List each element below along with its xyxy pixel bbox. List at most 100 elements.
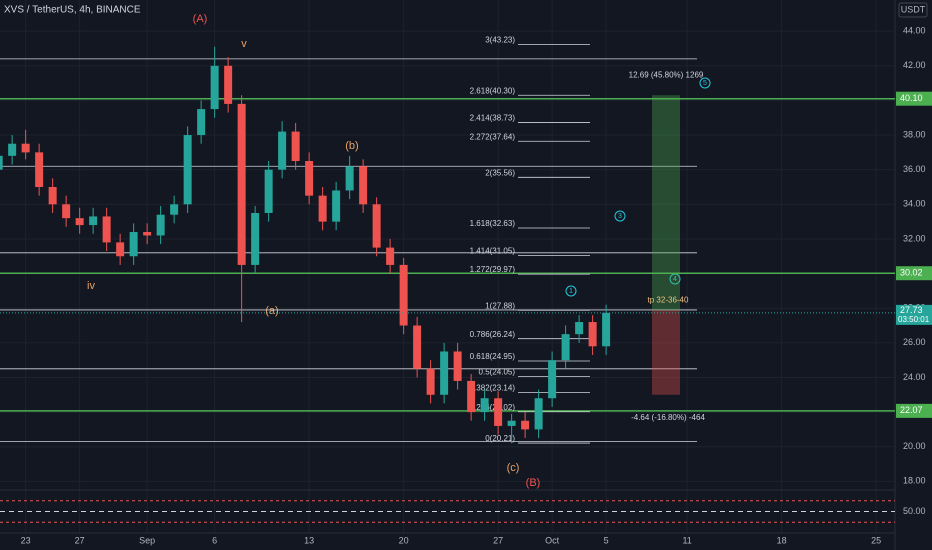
x-tick-label: 27 bbox=[493, 535, 503, 545]
fib-label: 2.272(37.64) bbox=[470, 132, 516, 141]
candle-body bbox=[170, 204, 179, 215]
currency-box bbox=[898, 2, 928, 18]
countdown: 03:50:01 bbox=[898, 315, 930, 324]
candle-body bbox=[372, 204, 381, 248]
fib-label: 1.272(29.97) bbox=[470, 265, 516, 274]
candle-body bbox=[413, 325, 422, 369]
candle-body bbox=[548, 360, 557, 399]
chart-title: XVS / TetherUS, 4h, BINANCE bbox=[4, 5, 141, 16]
candle-body bbox=[494, 398, 503, 426]
price-tag bbox=[896, 91, 932, 106]
candle-body bbox=[480, 398, 489, 413]
wave-label: 3 bbox=[618, 213, 622, 220]
profit-zone bbox=[652, 95, 680, 311]
fib-label: 1.414(31.05) bbox=[470, 246, 516, 255]
candle-body bbox=[534, 398, 543, 430]
fib-label: 2.414(38.73) bbox=[470, 114, 516, 123]
fib-label: 0.786(26.24) bbox=[470, 330, 516, 339]
candle-body bbox=[386, 247, 395, 265]
y-tick-label: 38.00 bbox=[903, 129, 926, 139]
last-price-tag bbox=[896, 304, 932, 325]
x-tick-label: 5 bbox=[604, 535, 609, 545]
candle-body bbox=[561, 334, 570, 361]
candle-body bbox=[48, 186, 57, 205]
fib-label: 0.382(23.14) bbox=[470, 383, 516, 392]
wave-circle bbox=[699, 77, 711, 89]
y-tick-label: 42.00 bbox=[903, 60, 926, 70]
fib-label: 0(20.21) bbox=[485, 434, 515, 443]
candle-body bbox=[318, 195, 327, 222]
x-tick-label: 20 bbox=[399, 535, 409, 545]
fib-label: 0.618(24.95) bbox=[470, 352, 516, 361]
wave-circle bbox=[669, 273, 681, 285]
y-tick-label: 20.00 bbox=[903, 441, 926, 451]
x-tick-label: 11 bbox=[682, 535, 691, 545]
candle-body bbox=[602, 312, 611, 347]
wave-label: 1 bbox=[569, 288, 573, 295]
candle-body bbox=[399, 264, 408, 326]
fib-label: 2(35.56) bbox=[485, 168, 515, 177]
position-label: 12.69 (45.80%) 1269 bbox=[629, 70, 704, 79]
wave-label: v bbox=[241, 38, 247, 50]
candle-body bbox=[575, 322, 584, 335]
x-tick-label: Sep bbox=[139, 535, 155, 545]
candle-body bbox=[8, 143, 17, 156]
x-tick-label: 27 bbox=[75, 535, 85, 545]
x-tick-label: 13 bbox=[304, 535, 314, 545]
candle-body bbox=[588, 322, 597, 347]
y-tick-label: 44.00 bbox=[903, 26, 926, 36]
price-tag-label: 40.10 bbox=[900, 93, 923, 103]
loss-zone bbox=[652, 310, 680, 395]
candle-body bbox=[359, 166, 368, 205]
candle-body bbox=[156, 214, 165, 236]
candle-body bbox=[116, 242, 125, 257]
candle-body bbox=[224, 65, 233, 104]
candle-body bbox=[345, 166, 354, 191]
fib-label: 1.618(32.63) bbox=[470, 219, 516, 228]
price-tag-label: 30.02 bbox=[900, 268, 923, 278]
candle-body bbox=[467, 380, 476, 413]
candle-body bbox=[440, 351, 449, 395]
candle-body bbox=[210, 65, 219, 110]
candle-body bbox=[453, 351, 462, 381]
osc-tick-label: 50.00 bbox=[903, 506, 926, 516]
candle-body bbox=[129, 232, 138, 257]
x-tick-label: 25 bbox=[871, 535, 881, 545]
x-tick-label: 18 bbox=[777, 535, 787, 545]
fib-label: 2.618(40.30) bbox=[470, 86, 516, 95]
candle-body bbox=[521, 420, 530, 430]
candle-body bbox=[507, 420, 516, 426]
candle-body bbox=[183, 135, 192, 205]
price-tag bbox=[896, 266, 932, 281]
x-tick-label: Oct bbox=[545, 535, 560, 545]
candle-body bbox=[102, 216, 111, 243]
wave-label: 4 bbox=[673, 276, 677, 283]
y-tick-label: 24.00 bbox=[903, 372, 926, 382]
y-tick-label: 26.00 bbox=[903, 337, 926, 347]
y-tick-label: 36.00 bbox=[903, 164, 926, 174]
y-tick-label: 18.00 bbox=[903, 476, 926, 486]
wave-circle bbox=[614, 210, 626, 222]
wave-label: (b) bbox=[345, 140, 358, 152]
x-tick-label: 23 bbox=[21, 535, 31, 545]
candle-body bbox=[251, 212, 260, 265]
fib-label: 0.236(22.02) bbox=[470, 403, 516, 412]
wave-label: (a) bbox=[265, 305, 278, 317]
candle-body bbox=[332, 190, 341, 222]
price-tag-label: 22.07 bbox=[900, 405, 923, 415]
position-label: tp 32-36-40 bbox=[648, 295, 689, 304]
position-label: -4.64 (-16.80%) -464 bbox=[631, 413, 705, 422]
y-tick-label: 34.00 bbox=[903, 199, 926, 209]
candle-body bbox=[21, 143, 30, 153]
last-price-label: 27.73 bbox=[900, 305, 923, 315]
candle-body bbox=[0, 155, 3, 170]
candle-body bbox=[75, 218, 84, 226]
candle-body bbox=[305, 161, 314, 196]
fib-label: 0.5(24.05) bbox=[479, 368, 516, 377]
wave-label: (B) bbox=[526, 477, 541, 489]
x-tick-label: 6 bbox=[212, 535, 217, 545]
candle-body bbox=[237, 103, 246, 265]
fib-label: 1(27.88) bbox=[485, 301, 515, 310]
